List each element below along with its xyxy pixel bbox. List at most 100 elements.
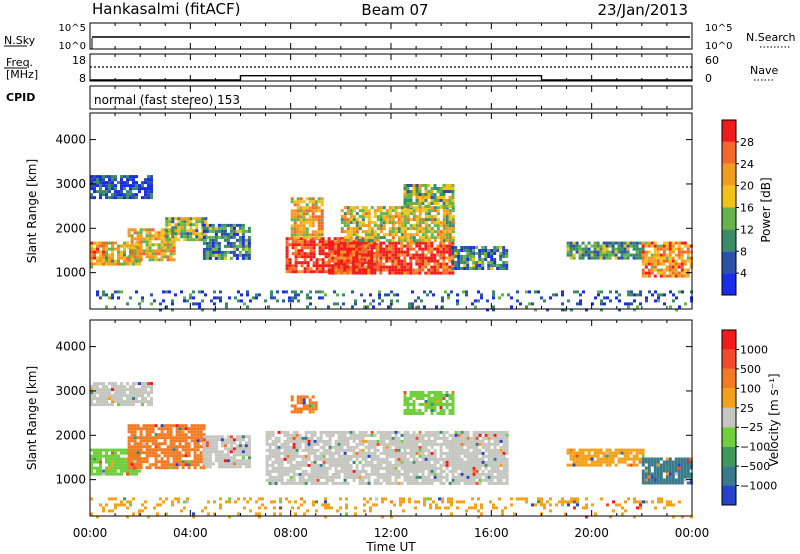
velocity-echo-cell (340, 466, 344, 470)
power-echo-cell (166, 249, 170, 253)
power-echo-cell (132, 262, 136, 266)
velocity-echo-cell (493, 442, 497, 446)
velocity-echo-cell (361, 475, 365, 479)
velocity-echo-cell (214, 456, 218, 460)
velocity-echo-cell (311, 395, 315, 399)
power-echo-cell (102, 241, 105, 245)
power-echo-cell (641, 247, 645, 251)
power-echo-cell (360, 237, 364, 241)
power-echo-cell (99, 193, 102, 197)
power-echo-cell (672, 293, 675, 297)
power-echo-cell (430, 230, 434, 234)
velocity-echo-cell (472, 472, 476, 476)
velocity-echo-cell (139, 466, 143, 470)
velocity-echo-cell (490, 466, 494, 470)
velocity-echo-cell (181, 445, 185, 449)
power-echo-cell (217, 235, 221, 239)
power-echo-cell (681, 290, 684, 294)
power-echo-cell (229, 229, 233, 233)
power-echo-cell (403, 184, 407, 187)
power-echo-cell (686, 259, 690, 263)
power-echo-cell (653, 262, 657, 266)
velocity-echo-cell (436, 394, 440, 397)
power-echo-cell (394, 206, 398, 210)
power-echo-cell (144, 190, 147, 194)
velocity-echo-cell (472, 454, 476, 458)
power-echo-cell (433, 256, 437, 260)
power-echo-cell (370, 206, 374, 210)
power-echo-cell (220, 223, 224, 227)
velocity-echo-cell (653, 478, 657, 482)
power-echo-cell (148, 246, 152, 250)
velocity-echo-cell (454, 448, 458, 452)
velocity-echo-cell (424, 403, 428, 406)
velocity-echo-cell (484, 472, 488, 476)
velocity-echo-cell (202, 435, 206, 439)
power-echo-cell (409, 199, 413, 202)
power-echo-cell (189, 293, 192, 297)
power-echo-cell (478, 249, 482, 252)
velocity-echo-cell (147, 391, 150, 395)
power-echo-cell (406, 187, 410, 190)
velocity-echo-cell (244, 453, 248, 457)
power-echo-cell (391, 239, 395, 243)
velocity-echo-cell (490, 442, 494, 446)
power-echo-cell (305, 227, 309, 231)
power-echo-cell (208, 229, 212, 233)
power-echo-cell (397, 265, 401, 269)
power-echo-cell (135, 175, 138, 179)
power-echo-cell (418, 253, 422, 257)
velocity-echo-cell (268, 472, 272, 476)
velocity-echo-cell (289, 451, 293, 455)
velocity-echo-cell (268, 433, 272, 437)
velocity-echo-cell (178, 433, 182, 437)
power-echo-cell (579, 302, 582, 306)
velocity-echo-cell (638, 457, 642, 461)
velocity-echo-cell (364, 457, 368, 461)
velocity-echo-cell (181, 448, 185, 452)
velocity-echo-cell (406, 397, 410, 400)
power-echo-cell (108, 259, 111, 263)
power-echo-cell (370, 247, 374, 251)
power-echo-cell (108, 253, 111, 257)
power-echo-cell (189, 223, 193, 227)
power-echo-cell (409, 256, 413, 260)
velocity-echo-cell (169, 430, 173, 434)
power-echo-cell (189, 217, 193, 221)
power-echo-cell (403, 239, 407, 243)
power-echo-cell (192, 302, 195, 306)
power-echo-cell (321, 237, 325, 241)
velocity-echo-cell (599, 457, 603, 461)
velocity-echo-cell (358, 451, 362, 455)
velocity-echo-cell (184, 433, 188, 437)
power-echo-cell (602, 250, 606, 254)
velocity-echo-cell (496, 469, 500, 473)
velocity-echo-cell (499, 469, 503, 473)
velocity-echo-cell (493, 463, 497, 467)
velocity-echo-cell (238, 453, 242, 457)
velocity-echo-cell (151, 427, 155, 431)
power-echo-cell (617, 256, 621, 260)
power-echo-cell (311, 203, 315, 207)
velocity-echo-cell (151, 463, 155, 467)
power-echo-cell (415, 202, 419, 205)
velocity-echo-cell (199, 451, 203, 455)
velocity-echo-cell (316, 454, 320, 458)
velocity-echo-cell (391, 481, 395, 485)
velocity-echo-cell (358, 433, 362, 437)
power-echo-cell (290, 209, 294, 213)
power-echo-cell (214, 229, 218, 233)
power-echo-cell (448, 233, 452, 237)
velocity-echo-cell (394, 481, 398, 485)
velocity-echo-cell (199, 436, 203, 440)
power-echo-cell (126, 193, 129, 197)
power-echo-cell (120, 178, 123, 182)
velocity-echo-cell (286, 439, 290, 443)
power-echo-cell (214, 250, 218, 254)
velocity-echo-cell (229, 444, 233, 448)
velocity-echo-cell (235, 447, 239, 451)
velocity-echo-cell (481, 442, 485, 446)
velocity-echo-cell (220, 453, 224, 457)
power-echo-cell (357, 252, 361, 256)
velocity-echo-cell (166, 424, 170, 428)
